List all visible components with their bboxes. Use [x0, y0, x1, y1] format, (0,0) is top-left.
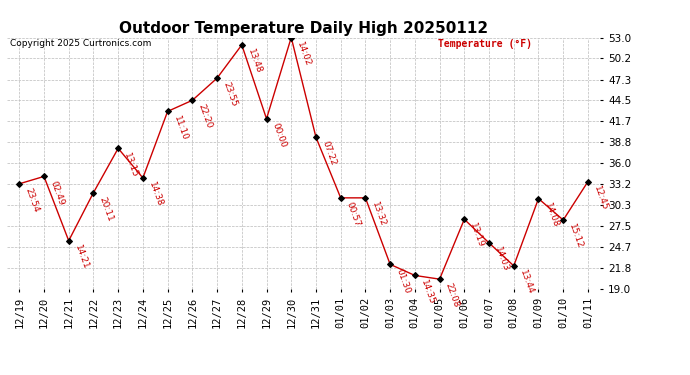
Text: Copyright 2025 Curtronics.com: Copyright 2025 Curtronics.com	[10, 39, 152, 48]
Point	[39, 173, 50, 179]
Point	[14, 181, 25, 187]
Point	[112, 146, 124, 152]
Point	[335, 195, 346, 201]
Point	[310, 134, 322, 140]
Point	[162, 108, 173, 114]
Text: 14:03: 14:03	[493, 246, 511, 273]
Point	[384, 261, 395, 267]
Text: 22:08: 22:08	[444, 282, 461, 309]
Text: 14:21: 14:21	[73, 243, 90, 271]
Text: 02:49: 02:49	[48, 179, 66, 206]
Point	[558, 217, 569, 223]
Text: 11:10: 11:10	[172, 114, 189, 142]
Point	[459, 216, 470, 222]
Text: 07:22: 07:22	[320, 140, 337, 167]
Point	[360, 195, 371, 201]
Text: 13:48: 13:48	[246, 48, 263, 75]
Point	[509, 263, 520, 269]
Point	[137, 175, 148, 181]
Text: 14:35: 14:35	[419, 278, 436, 306]
Text: 00:00: 00:00	[270, 122, 288, 149]
Text: 13:32: 13:32	[370, 201, 387, 228]
Text: 01:30: 01:30	[394, 267, 412, 294]
Point	[484, 240, 495, 246]
Point	[533, 196, 544, 202]
Point	[582, 178, 593, 184]
Point	[434, 276, 445, 282]
Text: 13:44: 13:44	[518, 268, 535, 296]
Text: 14:08: 14:08	[542, 201, 560, 229]
Text: 23:55: 23:55	[221, 81, 239, 108]
Text: 13:19: 13:19	[469, 222, 486, 249]
Text: Temperature (°F): Temperature (°F)	[438, 39, 532, 50]
Text: 12:45: 12:45	[592, 184, 609, 211]
Title: Outdoor Temperature Daily High 20250112: Outdoor Temperature Daily High 20250112	[119, 21, 488, 36]
Text: 23:54: 23:54	[23, 187, 41, 214]
Text: 15:12: 15:12	[567, 223, 584, 250]
Point	[212, 75, 223, 81]
Text: 14:38: 14:38	[147, 181, 164, 208]
Point	[236, 42, 247, 48]
Text: 22:20: 22:20	[197, 103, 214, 130]
Text: 14:02: 14:02	[295, 40, 313, 68]
Text: 00:57: 00:57	[345, 201, 362, 228]
Point	[261, 116, 272, 122]
Point	[63, 238, 75, 244]
Point	[187, 98, 198, 104]
Text: 20:11: 20:11	[97, 195, 115, 223]
Point	[409, 273, 420, 279]
Point	[88, 190, 99, 196]
Text: 13:15: 13:15	[122, 151, 139, 178]
Point	[286, 34, 297, 40]
